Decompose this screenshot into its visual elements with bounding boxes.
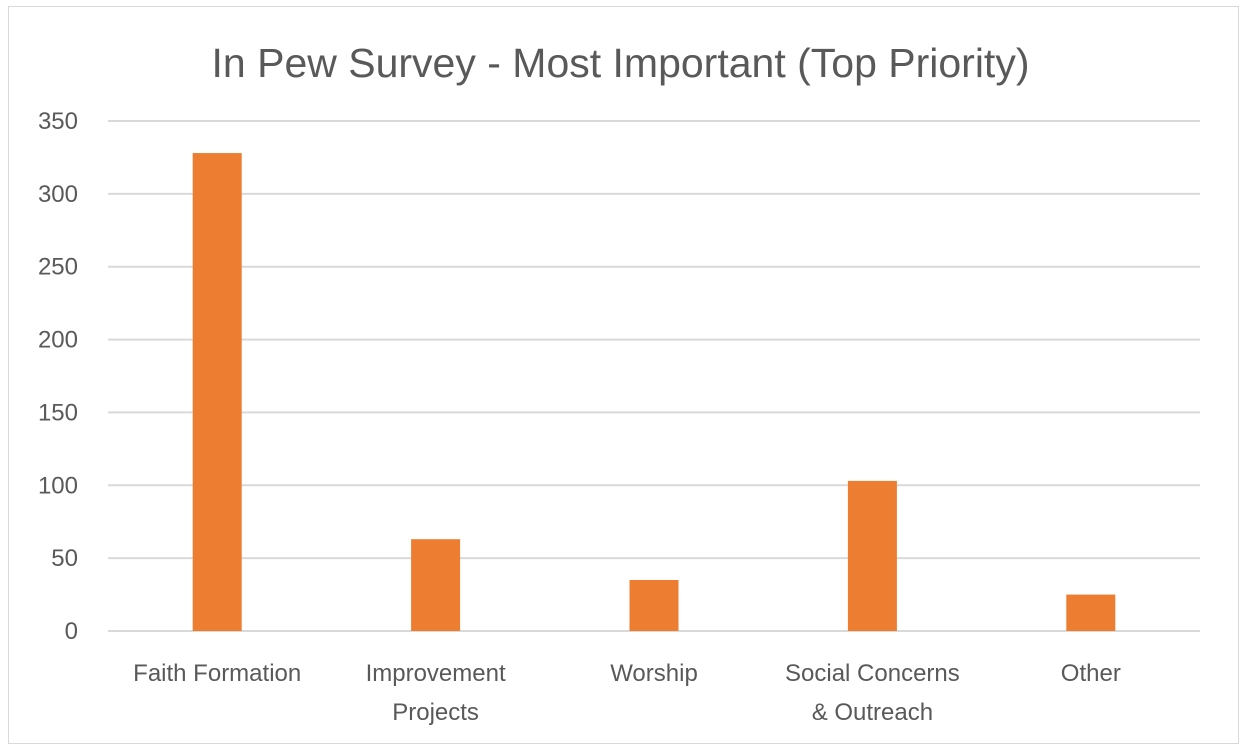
bar: [629, 580, 679, 631]
y-tick-label: 50: [51, 545, 78, 572]
y-tick-label: 250: [38, 254, 78, 281]
x-category-label: Faith Formation: [133, 660, 301, 687]
x-axis-labels: Faith Formation Improvement Projects Worshi…: [133, 660, 1121, 726]
y-tick-label: 300: [38, 181, 78, 208]
x-category-label: Worship: [610, 660, 698, 687]
x-category-label: Other: [1061, 660, 1121, 687]
y-tick-label: 200: [38, 327, 78, 354]
x-category-label: Improvement Projects: [366, 660, 506, 726]
y-tick-label: 150: [38, 399, 78, 426]
y-tick-label: 100: [38, 472, 78, 499]
bars: [192, 153, 1116, 632]
x-category-label: Social Concerns & Outreach: [785, 660, 960, 726]
y-tick-label: 0: [65, 618, 78, 645]
gridlines: [108, 120, 1200, 632]
bar: [411, 539, 461, 631]
y-tick-label: 350: [38, 108, 78, 135]
y-axis-ticks: 0 50 100 150 200 250 300 350: [38, 108, 78, 645]
chart-title: In Pew Survey - Most Important (Top Prio…: [211, 40, 1030, 86]
bar: [847, 480, 897, 631]
bar: [192, 153, 242, 632]
bar: [1066, 594, 1116, 631]
